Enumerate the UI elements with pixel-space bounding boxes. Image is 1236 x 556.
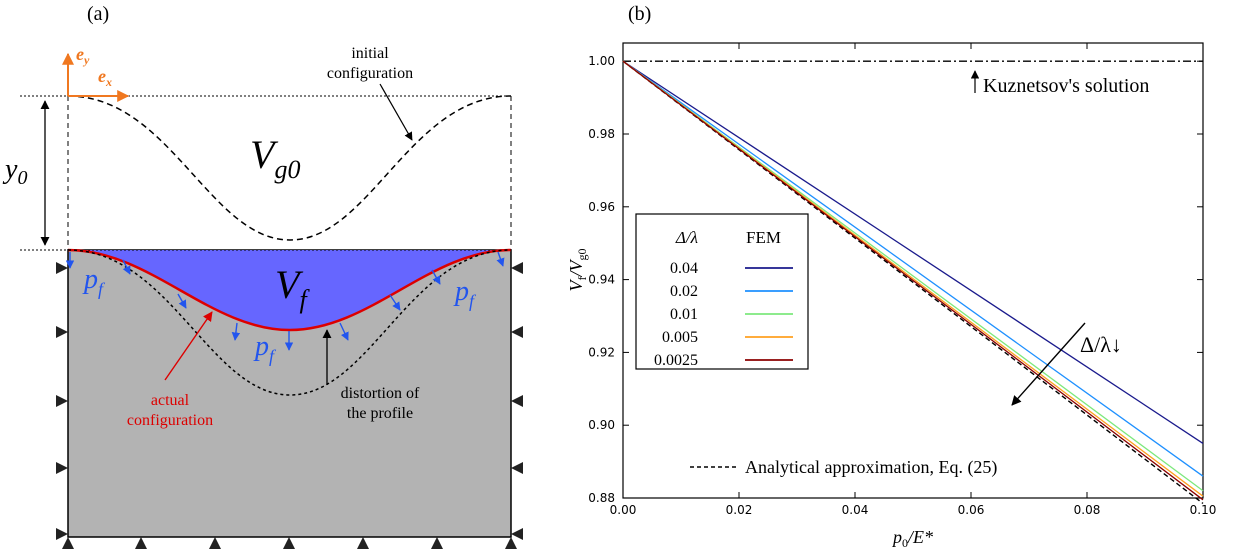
- legend-entry-label: 0.005: [662, 329, 698, 346]
- pressure-arrow: [496, 251, 505, 267]
- legend-entry-label: 0.01: [670, 306, 698, 323]
- series-line-0.02: [622, 60, 1204, 477]
- series-lines: [622, 60, 1204, 505]
- right-supports: [511, 262, 523, 540]
- fluid-region: [68, 250, 511, 330]
- support-triangle: [209, 537, 221, 549]
- pressure-arrow: [177, 293, 187, 309]
- x-tick-label: 0.00: [610, 503, 637, 517]
- y-tick-label: 1.00: [588, 54, 615, 68]
- x-axis-label: p0/E*: [891, 527, 933, 550]
- pressure-arrows: [65, 251, 505, 351]
- actual-config-label-1: actual: [151, 392, 190, 409]
- pressure-arrow: [431, 269, 441, 285]
- support-triangle: [431, 537, 443, 549]
- y-tick-label: 0.90: [588, 418, 615, 432]
- pressure-arrow: [231, 322, 241, 341]
- x-tick-label: 0.02: [726, 503, 753, 517]
- plot-frame: [622, 42, 1204, 499]
- pf-label-right: pf: [453, 276, 477, 311]
- support-triangle: [56, 462, 68, 474]
- legend-header-right: FEM: [746, 228, 781, 247]
- distortion-label-1: distortion of: [341, 385, 420, 402]
- support-triangle: [511, 326, 523, 338]
- series-line-0.01: [622, 60, 1204, 492]
- support-triangle: [135, 537, 147, 549]
- support-triangle: [56, 395, 68, 407]
- panel-a-label: (a): [87, 3, 109, 25]
- y-tick-label: 0.96: [588, 200, 615, 214]
- distortion-label-2: the profile: [347, 405, 413, 422]
- undeformed-profile-curve: [67, 249, 512, 396]
- pressure-arrow: [339, 322, 349, 341]
- legend-entry-label: 0.04: [670, 260, 698, 277]
- panel-b: (b) 0.00 0.02 0.04 0.06 0.08 0.10 0.88 0.90 0.92…: [566, 3, 1216, 550]
- ex-label: ex: [98, 66, 112, 89]
- pf-label-bottom: pf: [253, 331, 277, 366]
- vg0-label: Vg0: [250, 132, 300, 184]
- support-triangle: [56, 528, 68, 540]
- support-triangle: [505, 537, 517, 549]
- x-tick-label: 0.08: [1074, 503, 1101, 517]
- left-supports: [56, 262, 68, 540]
- legend-entry-label: 0.0025: [654, 352, 698, 369]
- y-tick-label: 0.98: [588, 127, 615, 141]
- y-tick-label: 0.94: [588, 273, 615, 287]
- panel-b-label: (b): [628, 3, 651, 25]
- y-tick-label: 0.88: [588, 491, 615, 505]
- initial-profile-curve: [67, 95, 512, 241]
- support-triangle: [511, 462, 523, 474]
- trend-arrow-label: Δ/λ↓: [1080, 332, 1122, 357]
- support-triangle: [357, 537, 369, 549]
- support-triangle: [283, 537, 295, 549]
- legend: Δ/λ FEM 0.04 0.02 0.01 0.005 0.0025: [635, 213, 809, 370]
- support-triangle: [511, 262, 523, 274]
- support-triangle: [62, 537, 74, 549]
- initial-config-label-2: configuration: [327, 65, 413, 82]
- kuznetsov-label: Kuznetsov's solution: [983, 75, 1149, 97]
- support-triangle: [511, 395, 523, 407]
- bottom-supports: [62, 537, 517, 549]
- series-line-0.04: [622, 60, 1204, 444]
- actual-config-label-2: configuration: [127, 412, 213, 429]
- trend-arrow: [1011, 322, 1086, 406]
- initial-config-label-1: initial: [351, 45, 389, 62]
- actual-configuration-curve: [67, 248, 512, 332]
- panel-a: (a) y0 ey ex Vg0 Vf initial configuratio…: [2, 3, 523, 549]
- y-axis-label: Vf/Vg0: [566, 249, 589, 292]
- x-tick-label: 0.04: [842, 503, 869, 517]
- y-tick-label: 0.92: [588, 345, 615, 359]
- pressure-arrow: [122, 259, 131, 275]
- x-tick-label: 0.10: [1190, 503, 1217, 517]
- actual-config-pointer: [164, 311, 213, 381]
- legend-rows: 0.04 0.02 0.01 0.005 0.0025: [654, 260, 793, 369]
- initial-config-pointer: [379, 83, 413, 141]
- support-triangle: [511, 528, 523, 540]
- pressure-arrow: [389, 294, 401, 311]
- legend-header-left: Δ/λ: [675, 228, 698, 247]
- axis-ticks: 0.00 0.02 0.04 0.06 0.08 0.10 0.88 0.90 0.92 0.94…: [588, 43, 1216, 517]
- support-triangle: [56, 262, 68, 274]
- pf-label-left: pf: [82, 264, 106, 299]
- x-tick-label: 0.06: [958, 503, 985, 517]
- vf-label: Vf: [275, 262, 310, 314]
- y0-label: y0: [2, 154, 27, 189]
- support-triangle: [56, 326, 68, 338]
- ey-label: ey: [76, 44, 90, 67]
- analytical-legend-label: Analytical approximation, Eq. (25): [745, 457, 997, 478]
- series-line-0.0025: [622, 60, 1204, 501]
- legend-entry-label: 0.02: [670, 283, 698, 300]
